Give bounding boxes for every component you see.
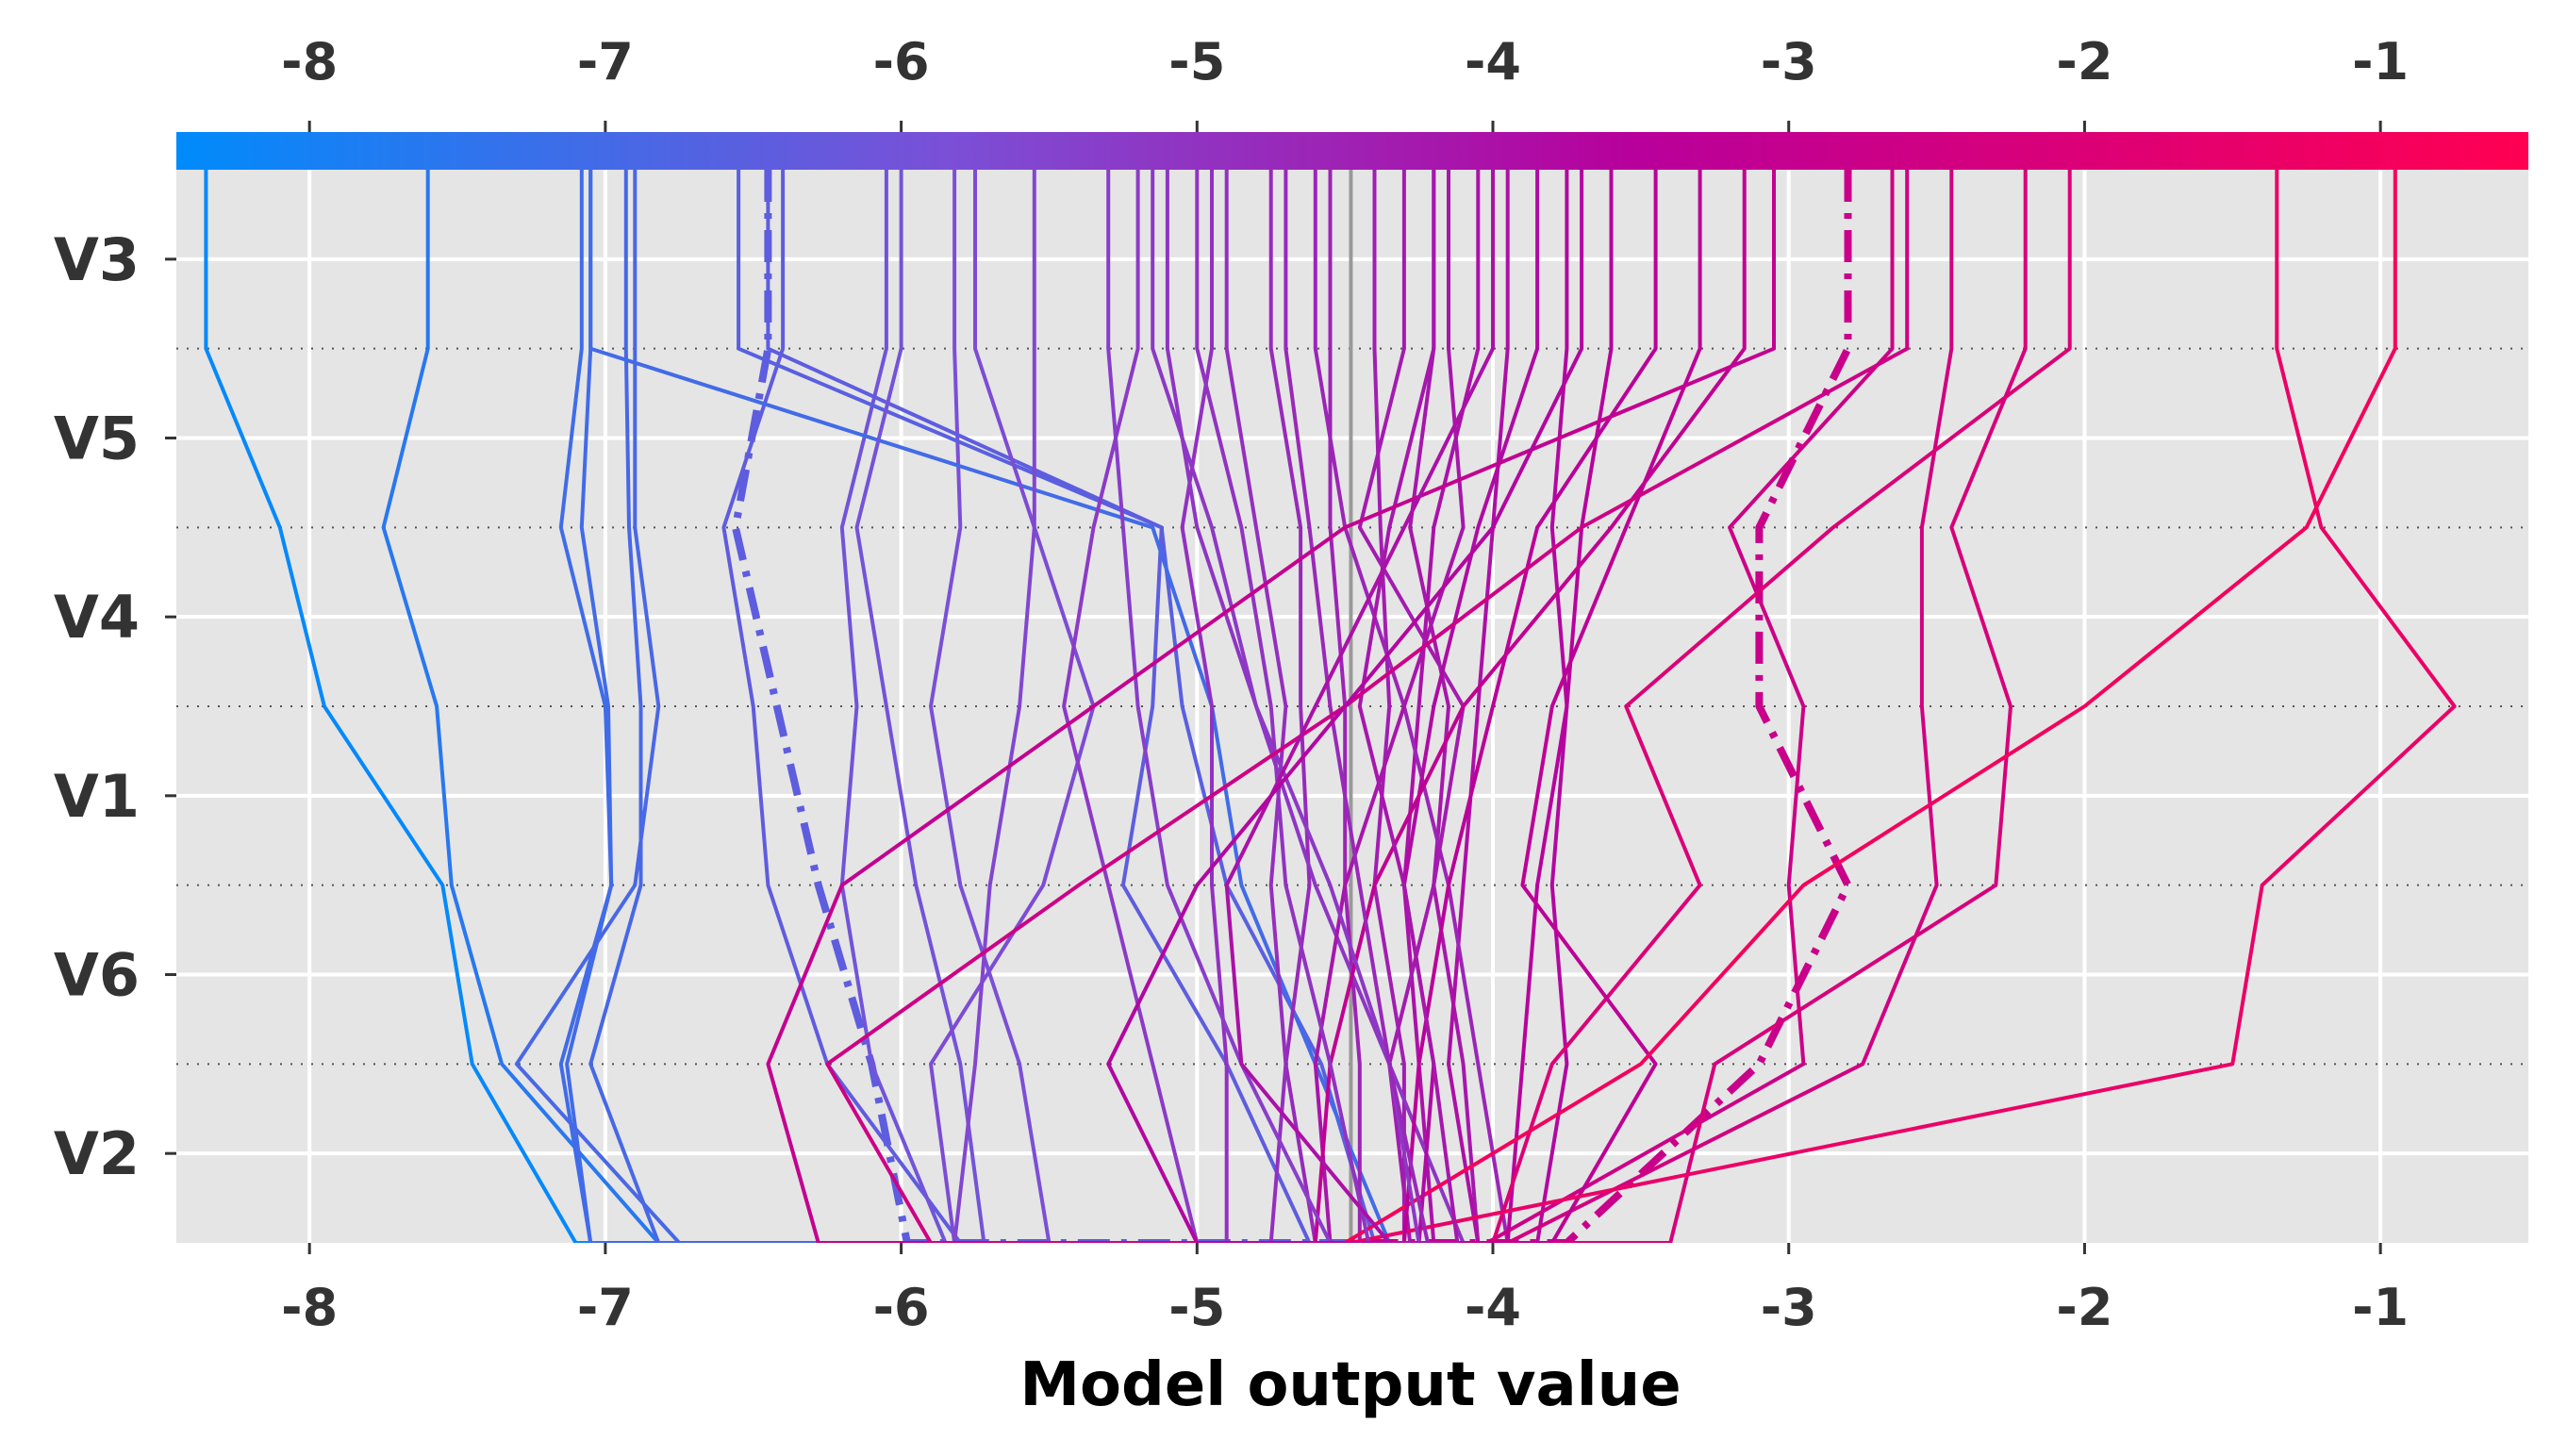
x-tick-label-bottom: -7: [577, 1278, 634, 1337]
series-line: [854, 170, 1351, 1243]
series-line: [839, 170, 1351, 1243]
x-tick-label-top: -5: [1168, 32, 1225, 91]
x-tick-label-top: -3: [1761, 32, 1817, 91]
x-tick-label-top: -1: [2352, 32, 2409, 91]
series-line: [381, 170, 1351, 1243]
x-tick-label-bottom: -8: [281, 1278, 338, 1337]
y-tick-labels: V3 V5 V4 V1 V6 V2: [54, 225, 176, 1188]
series-line: [731, 170, 1351, 1243]
series-line: [1350, 170, 1481, 1243]
series-line: [952, 170, 1351, 1243]
series-line: [588, 170, 1392, 1243]
x-tick-label-top: -4: [1465, 32, 1521, 91]
feature-label: V1: [54, 762, 140, 831]
feature-label: V2: [54, 1119, 140, 1188]
series-line: [1106, 170, 1584, 1243]
series-line: [1350, 170, 1702, 1243]
series-line: [204, 170, 1351, 1243]
series-lines: [204, 170, 2457, 1243]
series-line: [1350, 170, 1852, 1243]
series-line: [929, 170, 1351, 1243]
series-line: [1350, 170, 1895, 1243]
series-line: [721, 170, 1351, 1243]
feature-label: V3: [54, 225, 140, 294]
x-ticks-top: -8 -7 -6 -5 -4 -3 -2 -1: [281, 32, 2409, 132]
series-line: [1350, 170, 2457, 1243]
series-line: [1062, 170, 1351, 1243]
series-line: [1350, 170, 1481, 1243]
x-tick-label-top: -7: [577, 32, 634, 91]
x-tick-label-bottom: -1: [2352, 1278, 2409, 1337]
x-tick-label-bottom: -3: [1761, 1278, 1817, 1337]
series-line: [929, 170, 1351, 1243]
x-tick-label-bottom: -4: [1465, 1278, 1521, 1337]
series-line: [1350, 170, 2028, 1243]
x-tick-label-bottom: -6: [873, 1278, 930, 1337]
series-line: [1350, 170, 1954, 1243]
x-tick-label-top: -8: [281, 32, 338, 91]
series-line: [766, 170, 1776, 1243]
series-line: [565, 170, 1351, 1243]
x-tick-label-top: -6: [873, 32, 930, 91]
series-line: [825, 170, 1910, 1243]
x-ticks-bottom: -8 -7 -6 -5 -4 -3 -2 -1: [281, 1243, 2409, 1337]
feature-label: V4: [54, 583, 140, 652]
feature-label: V6: [54, 941, 140, 1010]
feature-label: V5: [54, 405, 140, 473]
x-tick-label-bottom: -5: [1168, 1278, 1225, 1337]
series-line: [1313, 170, 1747, 1243]
x-tick-label-bottom: -2: [2056, 1278, 2112, 1337]
series-line: [1350, 170, 1614, 1243]
series-line: [1350, 170, 1460, 1243]
colorbar: [176, 132, 2528, 170]
series-line: [514, 170, 1351, 1243]
x-axis-title: Model output value: [1019, 1350, 1681, 1420]
series-line: [588, 170, 1351, 1243]
series-line: [766, 170, 1351, 1243]
series-line: [1268, 170, 1351, 1243]
series-line: [1284, 170, 1430, 1243]
series-line: [1165, 170, 1466, 1243]
series-line: [1313, 170, 1466, 1243]
series-line: [1151, 170, 1421, 1243]
x-tick-label-top: -2: [2056, 32, 2112, 91]
series-line: [1106, 170, 1351, 1243]
series-line: [1343, 170, 2397, 1243]
series-line: [1350, 170, 1658, 1243]
